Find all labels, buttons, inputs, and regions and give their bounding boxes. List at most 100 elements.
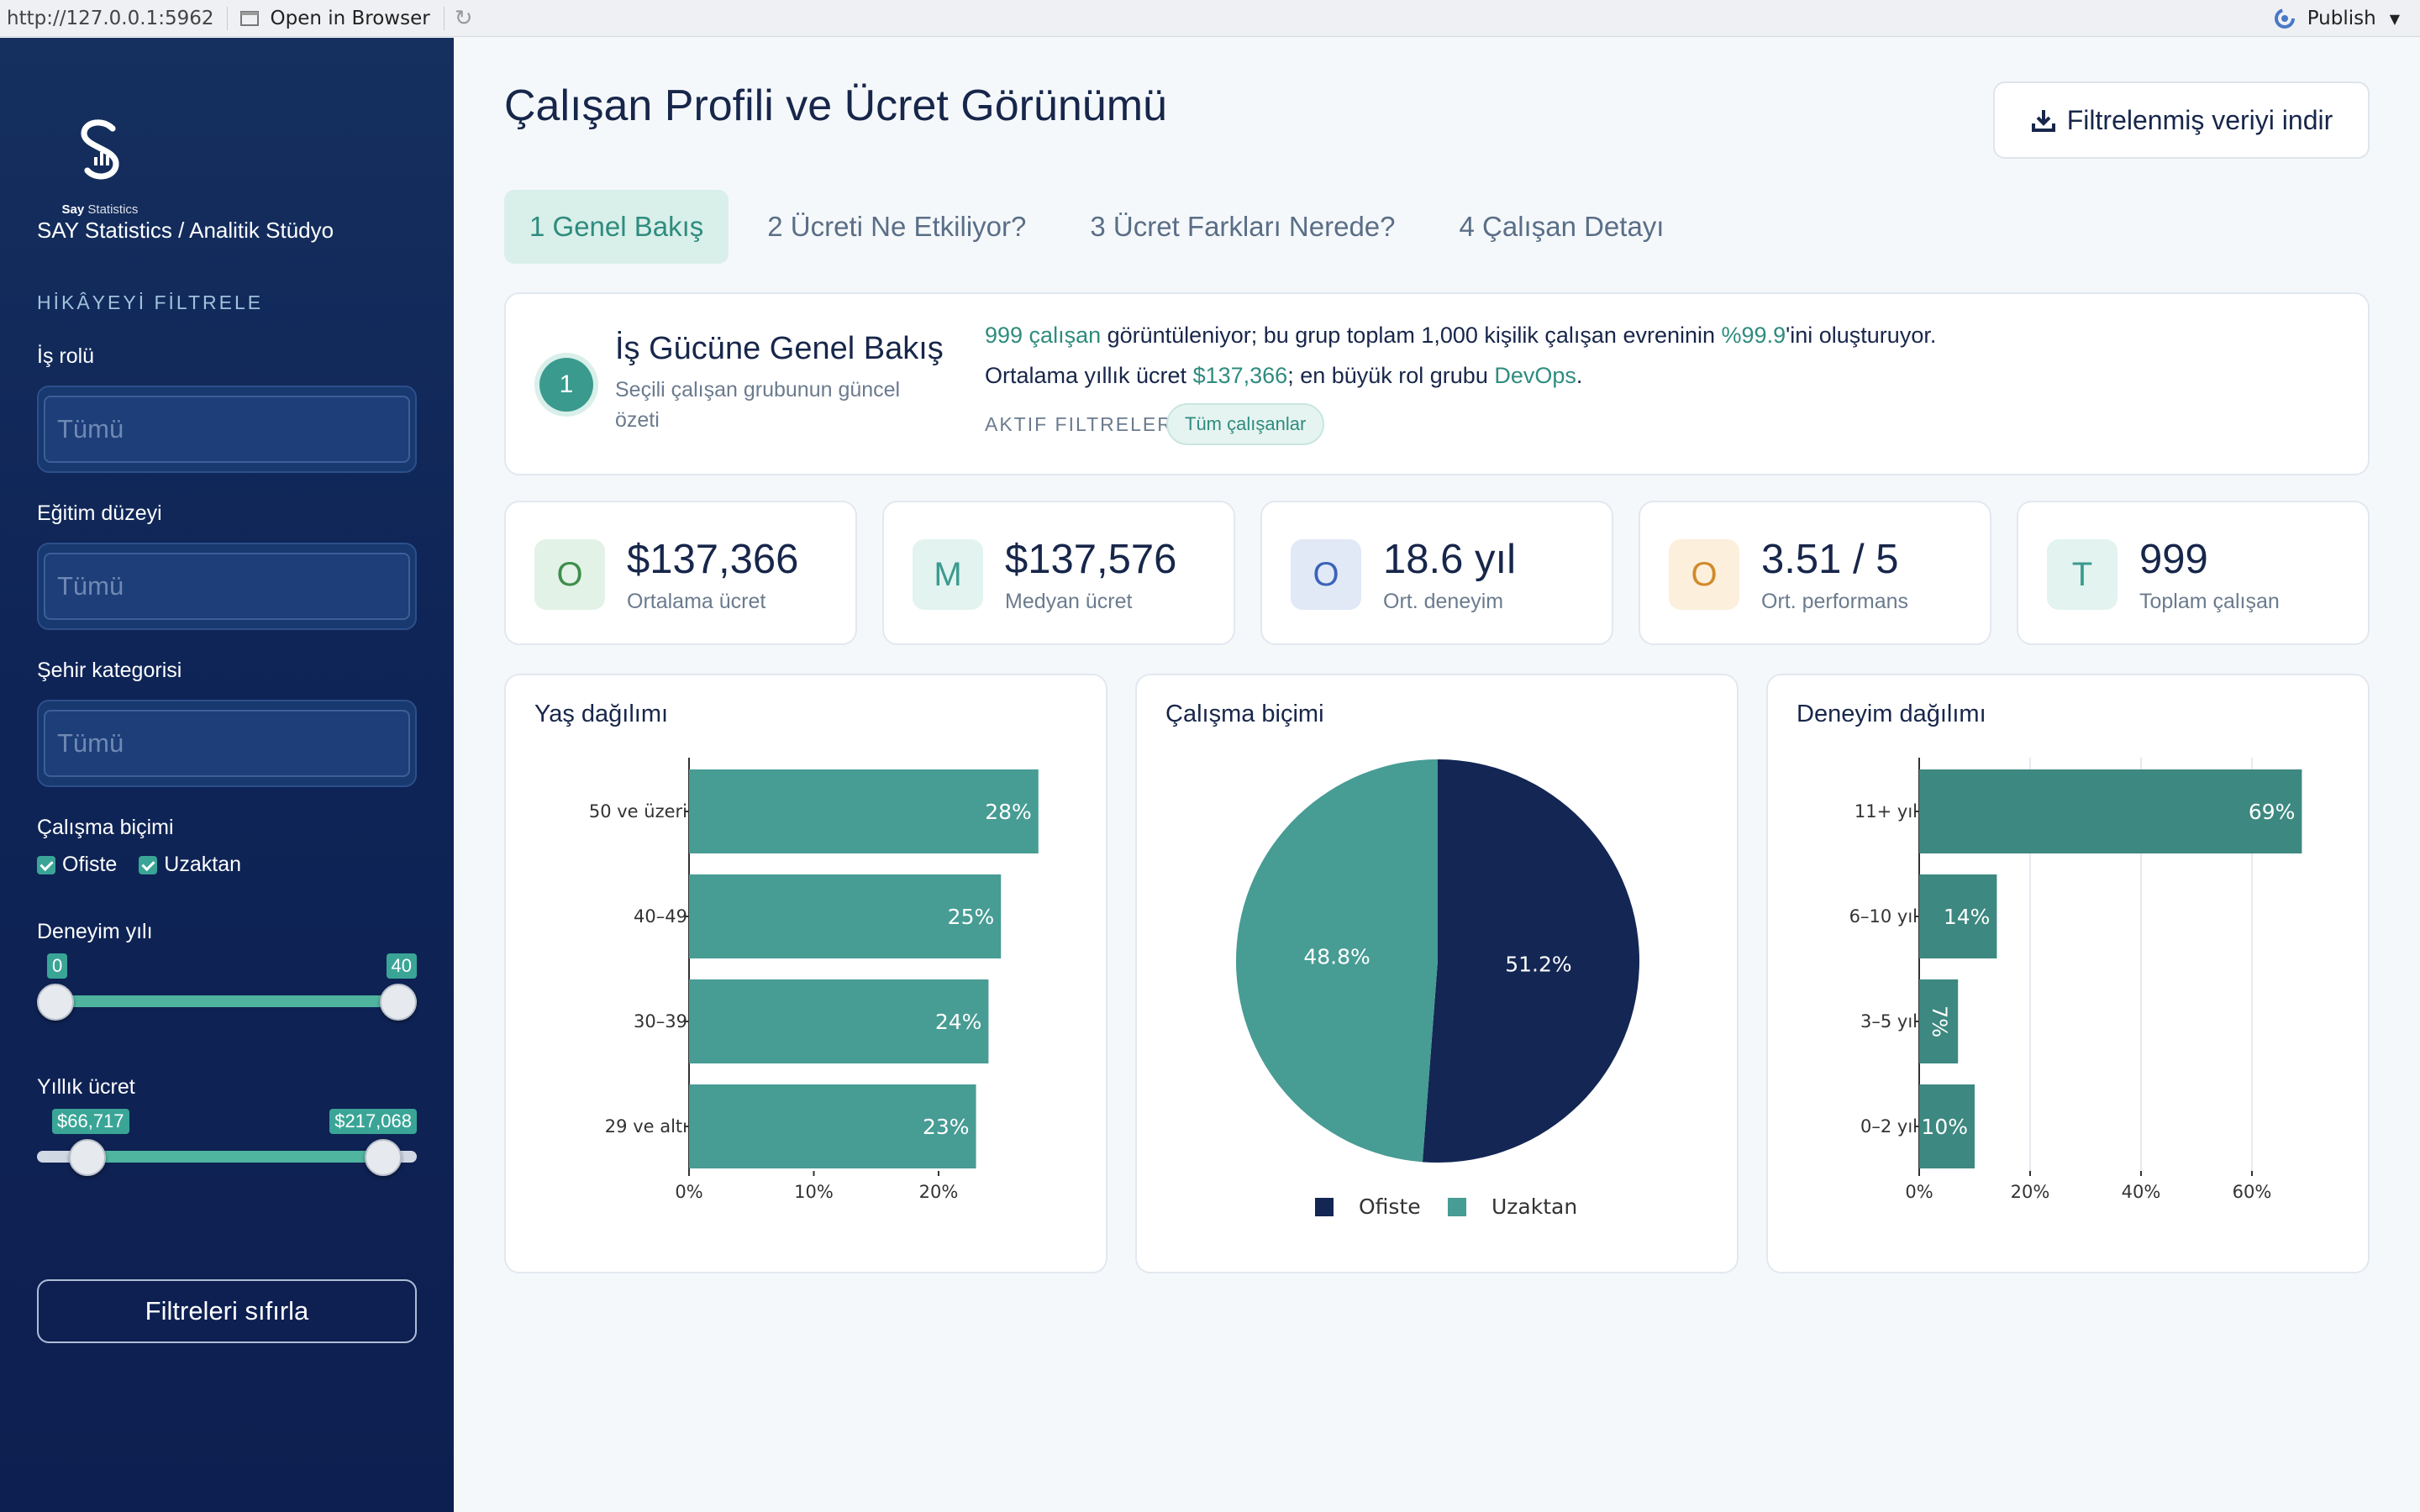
education-label: Eğitim düzeyi [37,501,162,525]
chart-title: Yaş dağılımı [534,701,669,727]
age-distribution-card: Yaş dağılımı 50 ve üzeri 28% 40–49 25% 30–39… [504,674,1107,1273]
legend-label: Uzaktan [1491,1194,1577,1219]
logo-suffix: Statistics [87,202,139,217]
overview-card: 1 İş Gücüne Genel Bakış Seçili çalışan g… [504,292,2370,475]
x-tick-label: 20% [2011,1182,2050,1202]
x-tick-label: 40% [2122,1182,2161,1202]
education-select-placeholder: Tümü [44,553,410,620]
open-in-browser-button[interactable]: Open in Browser [228,8,443,29]
legend-label: Ofiste [1359,1194,1421,1219]
data-label: 23% [923,1115,970,1139]
salary-label: Yıllık ücret [37,1075,135,1099]
x-tick-label: 0% [675,1182,702,1202]
avg-salary-highlight: $137,366 [1192,363,1288,388]
city-label: Şehir kategorisi [37,659,182,682]
publish-button[interactable]: Publish ▼ [2270,0,2400,37]
experience-distribution-chart: 11+ yıl 69% 6–10 yıl 14% 3–5 yıl 7% 0–2 yıl 10%… [1849,758,2302,1202]
bar [1919,874,1997,958]
kpi-label: Toplam çalışan [2139,590,2280,613]
slider-min-value: $66,717 [52,1109,129,1134]
open-window-icon [240,10,260,26]
kpi-letter-icon: O [534,539,605,610]
download-label: Filtrelenmiş veriyi indir [2066,104,2333,135]
data-label: 14% [1944,905,1991,929]
data-label: 28% [985,800,1032,824]
kpi-value: $137,576 [1005,537,1177,582]
bar [689,874,1002,958]
data-label: 7% [1928,1005,1951,1037]
reset-filters-button[interactable]: Filtreleri sıfırla [37,1279,417,1343]
slider-min-value: 0 [47,953,68,979]
summary-text: Ortalama yıllık ücret [985,363,1193,388]
download-icon [2031,110,2055,132]
slider-fill [55,995,398,1007]
pie-slice [1236,759,1438,1163]
kpi-card-median-salary: M $137,576 Medyan ücret [882,501,1235,645]
tab-bar: 1 Genel Bakış 2 Ücreti Ne Etkiliyor? 3 Ü… [504,190,1702,264]
logo-brand: Say [61,202,85,217]
tab-calisan-detayi[interactable]: 4 Çalışan Detayı [1459,211,1665,242]
category-label: 29 ve altı [605,1116,687,1137]
coverage-percent-highlight: %99.9 [1721,323,1786,348]
bar [689,769,1039,853]
active-filters-label: AKTIF FILTRELER [985,413,1173,435]
chevron-down-icon: ▼ [2389,10,2400,27]
tab-ucret-farklari[interactable]: 3 Ücret Farkları Nerede? [1090,211,1396,242]
summary-text: ; en büyük rol grubu [1287,363,1495,388]
employee-count-highlight: 999 çalışan [985,323,1102,348]
tab-ucreti-ne-etkiliyor[interactable]: 2 Ücreti Ne Etkiliyor? [767,211,1027,242]
summary-text: görüntüleniyor; bu grup toplam 1,000 kiş… [1101,323,1722,348]
category-label: 11+ yıl [1854,801,1918,822]
checkbox-uzaktan[interactable]: Uzaktan [139,853,241,877]
city-select[interactable]: Tümü [37,700,417,787]
kpi-label: Ortalama ücret [627,590,766,613]
say-statistics-logo-icon [81,119,119,180]
data-label: 24% [935,1010,982,1034]
download-filtered-data-button[interactable]: Filtrelenmiş veriyi indir [1993,81,2370,159]
salary-slider[interactable]: $66,717 $217,068 [37,1109,417,1176]
kpi-value: 999 [2139,537,2208,582]
slider-max-handle[interactable] [380,984,417,1021]
logo: Say Statistics [54,105,146,223]
checkbox-label: Uzaktan [164,853,242,876]
x-tick-label: 0% [1905,1182,1933,1202]
slider-max-handle[interactable] [365,1139,402,1176]
logo-wordmark: Say Statistics [54,202,146,217]
filter-section-title: HİKÂYEYİ FİLTRELE [37,291,264,313]
open-in-browser-label: Open in Browser [270,7,430,29]
overview-title: İş Gücüne Genel Bakış [615,331,944,366]
kpi-letter-icon: T [2047,539,2118,610]
page-title: Çalışan Profili ve Ücret Görünümü [504,81,1167,130]
education-select[interactable]: Tümü [37,543,417,630]
active-filter-pill: Tüm çalışanlar [1166,403,1325,445]
age-distribution-chart: 50 ve üzeri 28% 40–49 25% 30–39 24% 29 ve altı… [589,758,1039,1202]
checkbox-checked-icon [139,855,158,874]
summary-text: 'ini oluşturuyor. [1786,323,1937,348]
category-label: 6–10 yıl [1849,906,1918,927]
checkbox-checked-icon [37,855,55,874]
slider-max-value: 40 [386,953,417,979]
summary-text: . [1576,363,1583,388]
work-mode-checkboxes: Ofiste Uzaktan [37,853,241,877]
toolbar-divider [443,6,445,30]
sidebar: Say Statistics SAY Statistics / Analitik… [0,38,454,1512]
slider-min-handle[interactable] [69,1139,106,1176]
checkbox-label: Ofiste [62,853,118,876]
summary-line-2: Ortalama yıllık ücret $137,366; en büyük… [985,363,1582,389]
role-select-placeholder: Tümü [44,396,410,463]
checkbox-ofiste[interactable]: Ofiste [37,853,117,877]
tab-genel-bakis[interactable]: 1 Genel Bakış [504,190,729,264]
refresh-icon[interactable]: ↻ [454,5,473,31]
url-text[interactable]: http://127.0.0.1:5962 [7,7,214,29]
overview-subtitle: Seçili çalışan grubunun güncel özeti [615,378,901,432]
data-label: 25% [948,905,995,929]
toolbar-divider [227,6,229,30]
slider-min-handle[interactable] [37,984,74,1021]
publish-label: Publish [2307,8,2376,29]
experience-distribution-card: Deneyim dağılımı 11+ yıl 69% 6–10 yıl 14% 3–… [1766,674,2370,1273]
kpi-value: 3.51 / 5 [1761,537,1899,582]
bar [689,1084,976,1168]
role-select[interactable]: Tümü [37,386,417,473]
step-number-badge: 1 [539,358,593,412]
experience-slider[interactable]: 0 40 [37,953,417,1021]
